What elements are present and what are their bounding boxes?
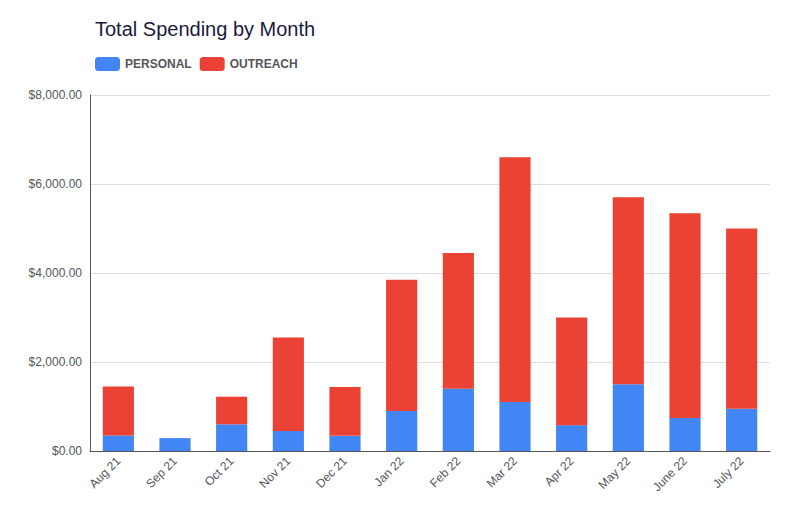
svg-text:OUTREACH: OUTREACH <box>230 57 298 71</box>
svg-text:$4,000.00: $4,000.00 <box>29 266 83 280</box>
svg-text:Total Spending by Month: Total Spending by Month <box>95 18 315 40</box>
svg-text:Sep 21: Sep 21 <box>143 454 180 491</box>
svg-text:July 22: July 22 <box>710 454 747 491</box>
svg-text:$6,000.00: $6,000.00 <box>29 177 83 191</box>
svg-text:$8,000.00: $8,000.00 <box>29 88 83 102</box>
svg-text:Nov 21: Nov 21 <box>257 454 294 491</box>
svg-text:PERSONAL: PERSONAL <box>125 57 192 71</box>
svg-text:Mar 22: Mar 22 <box>484 454 521 491</box>
svg-text:Apr 22: Apr 22 <box>542 454 577 489</box>
svg-text:$0.00: $0.00 <box>52 444 82 458</box>
svg-text:$2,000.00: $2,000.00 <box>29 355 83 369</box>
svg-text:Aug 21: Aug 21 <box>87 454 124 491</box>
svg-text:May 22: May 22 <box>596 454 634 492</box>
svg-text:June 22: June 22 <box>650 454 690 494</box>
svg-text:Feb 22: Feb 22 <box>427 454 464 491</box>
svg-text:Dec 21: Dec 21 <box>313 454 350 491</box>
svg-text:Oct 21: Oct 21 <box>202 454 237 489</box>
svg-text:Jan 22: Jan 22 <box>371 454 407 490</box>
